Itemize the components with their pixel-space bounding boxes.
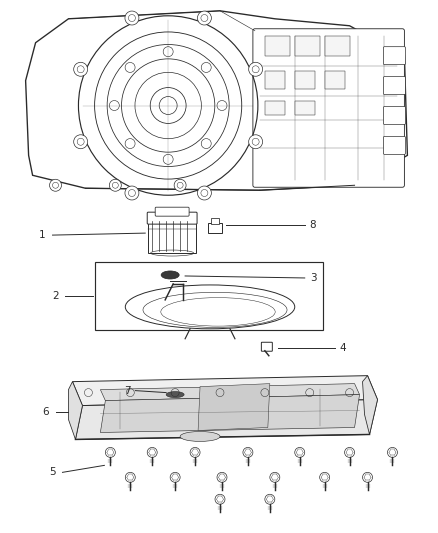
FancyBboxPatch shape	[384, 47, 406, 64]
Ellipse shape	[161, 271, 179, 279]
Polygon shape	[198, 384, 270, 431]
FancyBboxPatch shape	[253, 29, 404, 187]
Polygon shape	[100, 394, 360, 432]
Circle shape	[49, 179, 61, 191]
Polygon shape	[72, 376, 378, 406]
FancyBboxPatch shape	[384, 77, 406, 94]
Bar	[148, 221, 196, 253]
Polygon shape	[75, 400, 378, 439]
Text: 5: 5	[49, 467, 56, 478]
Bar	[95, 262, 323, 330]
FancyBboxPatch shape	[155, 207, 189, 216]
Text: 8: 8	[310, 220, 316, 230]
Bar	[295, 36, 320, 55]
Text: 7: 7	[124, 385, 130, 395]
Text: 3: 3	[310, 273, 316, 283]
Bar	[265, 101, 285, 116]
Bar	[325, 36, 350, 55]
Circle shape	[198, 11, 212, 25]
Circle shape	[74, 62, 88, 76]
Circle shape	[198, 186, 212, 200]
Circle shape	[74, 135, 88, 149]
Ellipse shape	[166, 392, 184, 398]
Bar	[295, 71, 314, 88]
FancyBboxPatch shape	[261, 342, 272, 351]
Circle shape	[249, 62, 263, 76]
Polygon shape	[68, 382, 82, 439]
Bar	[211, 218, 219, 224]
Circle shape	[125, 11, 139, 25]
Bar	[325, 71, 345, 88]
FancyBboxPatch shape	[384, 107, 406, 124]
Polygon shape	[363, 376, 378, 434]
Text: 4: 4	[339, 343, 346, 353]
Text: 2: 2	[52, 291, 59, 301]
Bar	[265, 71, 285, 88]
Bar	[208, 223, 222, 233]
Polygon shape	[25, 11, 407, 190]
Circle shape	[125, 186, 139, 200]
Ellipse shape	[180, 432, 220, 441]
Bar	[265, 36, 290, 55]
Text: 1: 1	[39, 230, 46, 240]
FancyBboxPatch shape	[384, 136, 406, 155]
FancyBboxPatch shape	[147, 212, 197, 224]
Polygon shape	[100, 384, 360, 401]
Circle shape	[174, 179, 186, 191]
Text: 6: 6	[42, 407, 49, 416]
Bar	[295, 101, 314, 116]
Circle shape	[110, 179, 121, 191]
Circle shape	[249, 135, 263, 149]
